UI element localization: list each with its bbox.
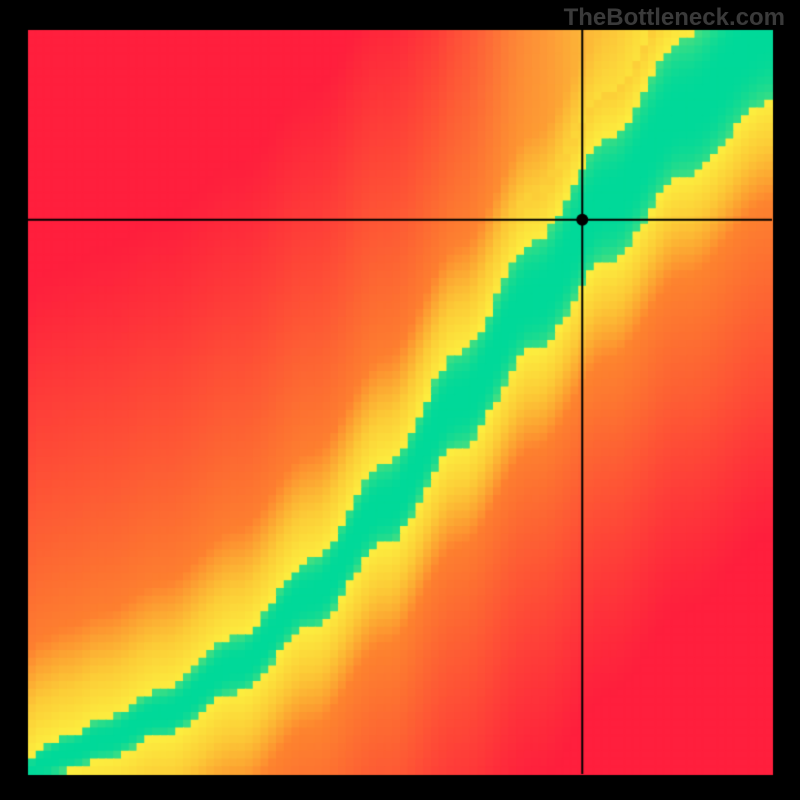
watermark-text: TheBottleneck.com [564,4,785,32]
bottleneck-heatmap-canvas [0,0,800,800]
chart-container: TheBottleneck.com [0,0,800,800]
